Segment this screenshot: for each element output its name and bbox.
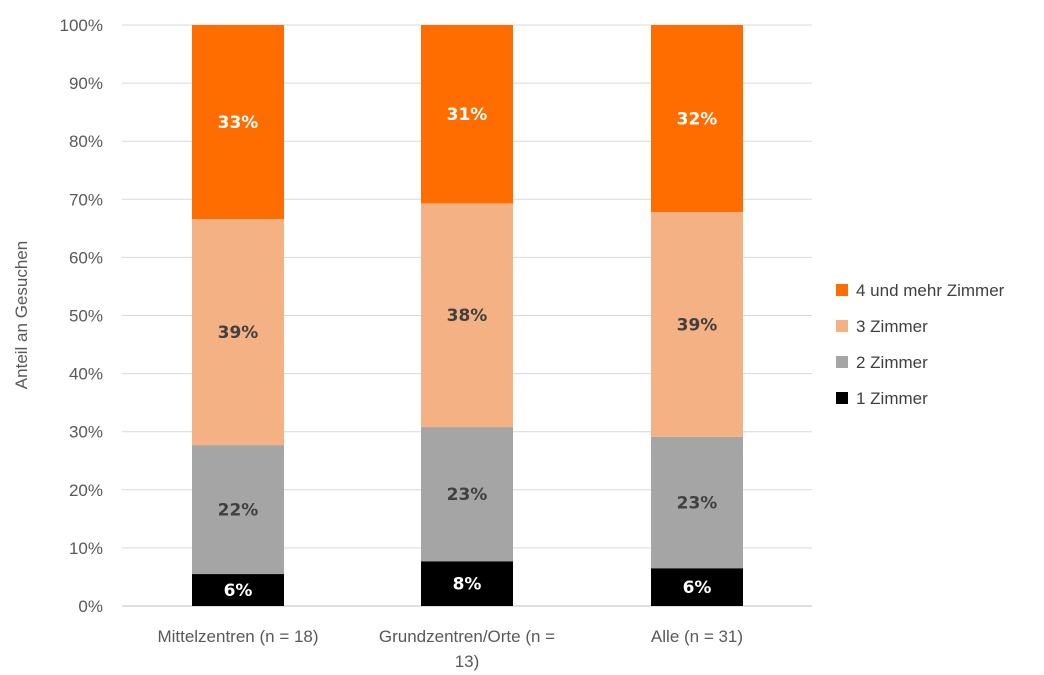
bar-segment xyxy=(192,574,284,606)
y-tick-label: 80% xyxy=(69,132,103,151)
bar-segment xyxy=(651,436,743,569)
data-label: 23% xyxy=(447,485,488,505)
y-tick-label: 30% xyxy=(69,423,103,442)
bar-segment xyxy=(421,25,513,204)
bar-segment xyxy=(421,427,513,562)
legend-swatch xyxy=(836,356,848,368)
x-axis: Mittelzentren (n = 18) Grundzentren/Orte … xyxy=(157,627,743,671)
y-tick-label: 50% xyxy=(69,307,103,326)
bar-segment xyxy=(192,445,284,575)
bar-segment xyxy=(651,212,743,437)
x-category-label: Alle (n = 31) xyxy=(651,627,743,646)
data-label: 22% xyxy=(218,501,259,521)
bar-segment xyxy=(192,219,284,446)
data-label: 8% xyxy=(453,575,482,595)
y-tick-label: 70% xyxy=(69,190,103,209)
legend-label: 2 Zimmer xyxy=(856,353,928,372)
data-label: 39% xyxy=(218,323,259,343)
legend-swatch xyxy=(836,284,848,296)
legend-item: 3 Zimmer xyxy=(836,317,928,336)
legend-label: 4 und mehr Zimmer xyxy=(856,281,1005,300)
x-category-label: Mittelzentren (n = 18) xyxy=(157,627,318,646)
data-label: 6% xyxy=(683,578,712,598)
data-label: 6% xyxy=(224,581,253,601)
data-label: 23% xyxy=(677,494,718,514)
y-tick-label: 40% xyxy=(69,365,103,384)
x-category-label: 13) xyxy=(455,652,480,671)
data-label: 31% xyxy=(447,105,488,125)
bar-segment xyxy=(192,25,284,220)
data-label: 39% xyxy=(677,316,718,336)
data-label: 38% xyxy=(447,306,488,326)
legend-item: 2 Zimmer xyxy=(836,353,928,372)
bars: 6% 22% 39% 33% 8% 23% 38% 31% 6% 23% 39% 32% xyxy=(192,25,743,606)
bar-stack: 6% 23% 39% 32% xyxy=(651,25,743,606)
bar-segment xyxy=(651,25,743,213)
y-tick-label: 0% xyxy=(78,597,103,616)
y-axis-label: Anteil an Gesuchen xyxy=(12,241,31,389)
y-tick-label: 10% xyxy=(69,539,103,558)
legend-label: 1 Zimmer xyxy=(856,389,928,408)
y-tick-label: 20% xyxy=(69,481,103,500)
bar-stack: 8% 23% 38% 31% xyxy=(421,25,513,606)
y-axis: 0% 10% 20% 30% 40% 50% 60% 70% 80% 90% 100% xyxy=(60,16,103,616)
x-category-label: Grundzentren/Orte (n = xyxy=(379,627,555,646)
bar-segment xyxy=(421,203,513,428)
legend-swatch xyxy=(836,392,848,404)
data-label: 32% xyxy=(677,110,718,130)
data-label: 33% xyxy=(218,113,259,133)
y-tick-label: 60% xyxy=(69,248,103,267)
bar-segment xyxy=(421,561,513,606)
legend-item: 4 und mehr Zimmer xyxy=(836,281,1005,300)
legend: 4 und mehr Zimmer 3 Zimmer 2 Zimmer 1 Zimme… xyxy=(836,281,1005,408)
legend-swatch xyxy=(836,320,848,332)
legend-label: 3 Zimmer xyxy=(856,317,928,336)
bar-stack: 6% 22% 39% 33% xyxy=(192,25,284,606)
y-tick-label: 90% xyxy=(69,74,103,93)
legend-item: 1 Zimmer xyxy=(836,389,928,408)
y-tick-label: 100% xyxy=(60,16,103,35)
bar-segment xyxy=(651,568,743,606)
